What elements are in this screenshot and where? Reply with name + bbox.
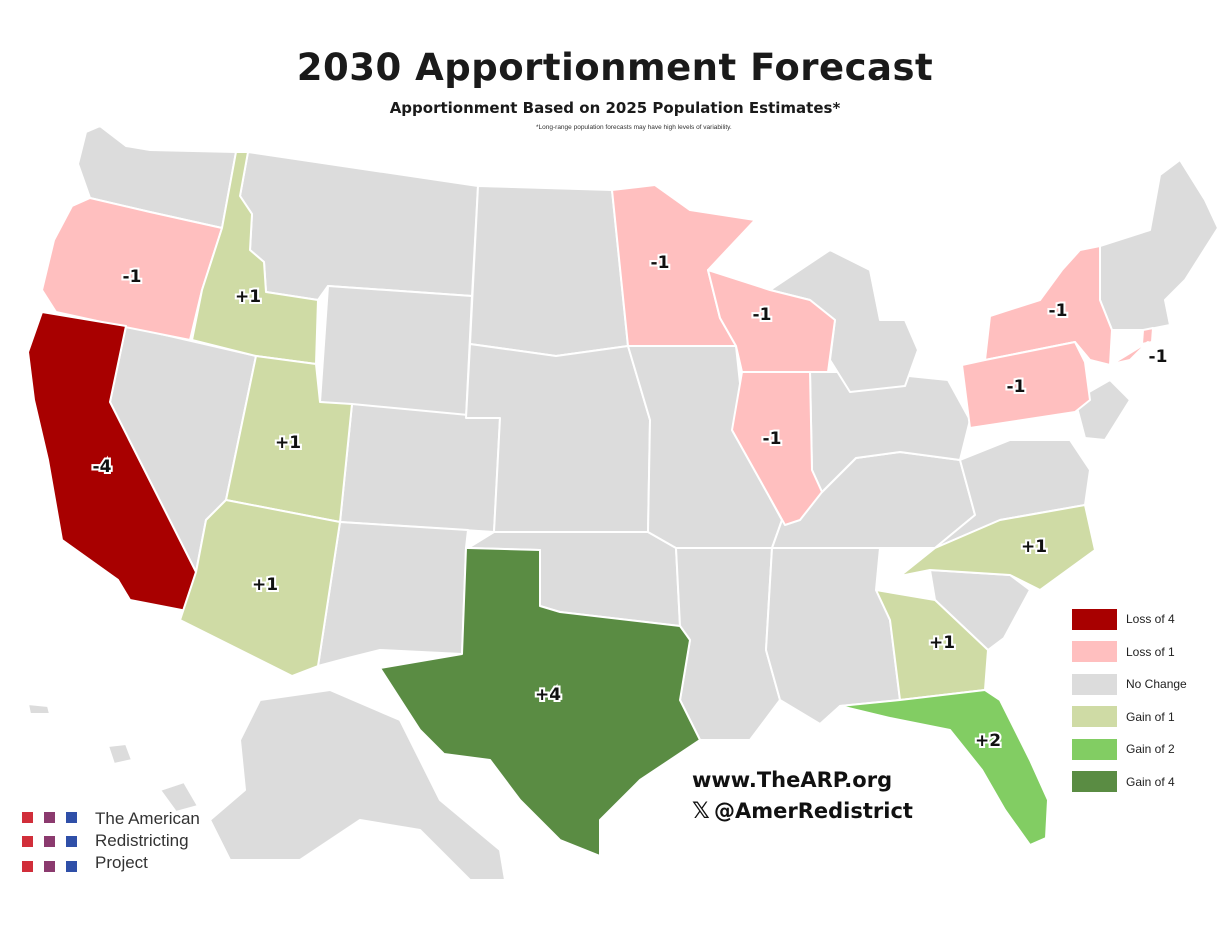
label-wisconsin: -1 (753, 305, 772, 325)
legend-item: No Change (1072, 668, 1187, 701)
label-idaho: +1 (235, 287, 261, 307)
label-georgia: +1 (929, 633, 955, 653)
legend-label: Loss of 1 (1126, 644, 1175, 659)
label-california: -4 (93, 457, 112, 477)
social-handle-text: @AmerRedistrict (714, 799, 913, 823)
state-mississippi-alabama (765, 547, 901, 725)
legend-label: Loss of 4 (1126, 612, 1175, 627)
state-north-carolina (899, 504, 1096, 591)
legend-swatch-gain-1 (1072, 706, 1117, 728)
page-subtitle: Apportionment Based on 2025 Population E… (389, 99, 841, 117)
state-texas (379, 547, 701, 857)
state-rhode-island (1111, 327, 1154, 365)
label-rhode-island: -1 (1149, 347, 1168, 367)
logo-squares-icon (22, 812, 77, 874)
state-wisconsin (707, 269, 836, 373)
label-arizona: +1 (252, 575, 278, 595)
social-handle[interactable]: 𝕏 @AmerRedistrict (692, 796, 913, 827)
x-logo-icon: 𝕏 (692, 799, 710, 824)
state-california (27, 311, 197, 613)
logo-line: Project (95, 853, 148, 872)
label-illinois: -1 (763, 429, 782, 449)
legend-swatch-loss-1 (1072, 641, 1117, 663)
state-idaho (191, 151, 319, 365)
label-oregon: -1 (123, 267, 142, 287)
label-texas: +4 (535, 685, 561, 705)
state-illinois (731, 371, 823, 526)
logo-text: The American Redistricting Project (95, 808, 200, 874)
state-dakotas (469, 185, 629, 357)
label-minnesota: -1 (651, 253, 670, 273)
website-link[interactable]: www.TheARP.org (692, 768, 893, 792)
state-hawaii (27, 703, 199, 813)
organization-logo: The American Redistricting Project (22, 808, 200, 874)
state-alaska (209, 689, 506, 881)
state-pennsylvania (961, 341, 1091, 429)
legend-label: Gain of 4 (1126, 774, 1175, 789)
legend-swatch-gain-2 (1072, 738, 1117, 760)
state-montana (239, 151, 479, 301)
legend-swatch-no-change (1072, 673, 1117, 695)
label-north-carolina: +1 (1021, 537, 1047, 557)
legend: Loss of 4 Loss of 1 No Change Gain of 1 … (1072, 603, 1187, 798)
legend-swatch-loss-4 (1072, 608, 1117, 630)
logo-line: The American (95, 809, 200, 828)
legend-swatch-gain-4 (1072, 771, 1117, 793)
legend-item: Gain of 4 (1072, 766, 1187, 799)
legend-item: Gain of 1 (1072, 701, 1187, 734)
label-new-york: -1 (1049, 301, 1068, 321)
state-wyoming (319, 285, 473, 419)
state-florida (839, 689, 1049, 846)
state-new-england (1099, 159, 1219, 331)
legend-label: Gain of 1 (1126, 709, 1175, 724)
logo-line: Redistricting (95, 831, 189, 850)
page-title: 2030 Apportionment Forecast (296, 46, 934, 89)
legend-item: Loss of 4 (1072, 603, 1187, 636)
credits: www.TheARP.org 𝕏 @AmerRedistrict (692, 765, 913, 827)
legend-label: Gain of 2 (1126, 742, 1175, 757)
legend-item: Gain of 2 (1072, 733, 1187, 766)
label-utah: +1 (275, 433, 301, 453)
label-pennsylvania: -1 (1007, 377, 1026, 397)
label-florida: +2 (975, 731, 1001, 751)
legend-label: No Change (1126, 677, 1187, 692)
state-arizona (179, 499, 341, 677)
state-colorado (339, 403, 501, 533)
state-arkansas-louisiana (675, 547, 781, 741)
legend-item: Loss of 1 (1072, 636, 1187, 669)
state-new-mexico (317, 521, 469, 667)
page-footnote: *Long-range population forecasts may hav… (536, 124, 732, 131)
